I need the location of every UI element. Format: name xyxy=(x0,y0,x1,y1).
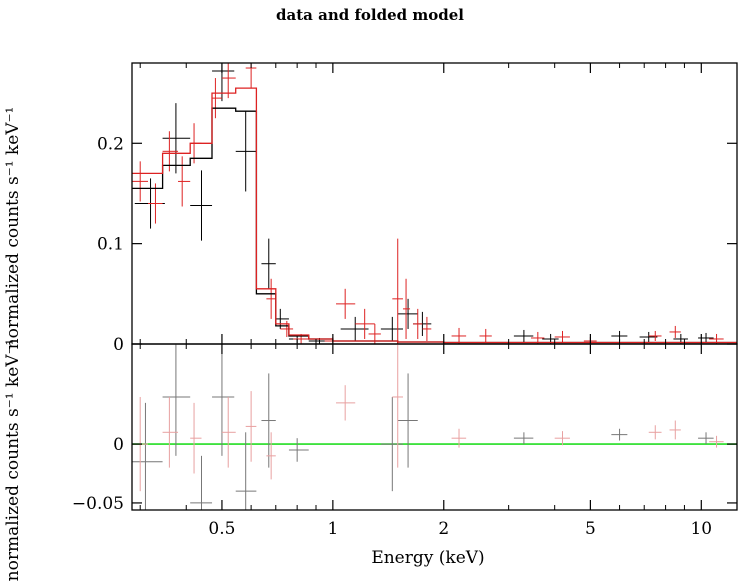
data-point xyxy=(554,330,570,343)
chart-title: data and folded model xyxy=(276,6,464,24)
data-point xyxy=(162,344,191,456)
model-line-2 xyxy=(132,107,737,344)
y-axis-label-top: normalized counts s⁻¹ keV⁻¹ xyxy=(3,107,23,350)
data-point xyxy=(648,330,662,341)
data-point xyxy=(212,344,235,456)
data-point xyxy=(266,432,276,480)
y-axis-label-bottom: normalized counts s⁻¹ keV⁻¹ xyxy=(3,339,23,582)
top-panel: 0 0.1 0.2 xyxy=(97,62,738,355)
y-tick-label: 0 xyxy=(113,335,124,355)
data-point xyxy=(380,396,403,492)
x-tick-label: 5 xyxy=(585,519,596,539)
data-point xyxy=(162,131,179,172)
data-point xyxy=(190,170,213,241)
data-point xyxy=(162,396,179,468)
data-point xyxy=(397,373,418,468)
data-point xyxy=(422,316,432,341)
data-point xyxy=(245,391,257,462)
data-point xyxy=(412,308,423,339)
data-point xyxy=(513,432,534,445)
plot-frame xyxy=(131,343,738,511)
data-point xyxy=(479,328,492,343)
y-tick-label: 0 xyxy=(113,435,124,455)
data-point xyxy=(266,278,276,319)
data-point xyxy=(190,455,213,510)
x-tick-label: 0.5 xyxy=(208,519,235,539)
x-tick-label: 10 xyxy=(690,519,712,539)
data-point xyxy=(336,288,356,319)
data-point xyxy=(178,156,191,207)
data-point xyxy=(451,428,467,448)
data-point xyxy=(402,278,411,339)
data-point xyxy=(639,331,658,342)
data-point xyxy=(288,438,309,462)
data-point xyxy=(162,103,191,174)
data-point xyxy=(221,396,236,468)
data-point xyxy=(261,238,276,289)
data-point xyxy=(221,63,236,99)
data-point xyxy=(261,373,276,468)
data-point xyxy=(235,432,257,510)
data-point xyxy=(554,431,570,446)
y-tick-label: 0.2 xyxy=(97,134,124,154)
data-point xyxy=(698,332,714,343)
data-point xyxy=(669,420,681,440)
data-point xyxy=(669,325,681,338)
data-point xyxy=(392,344,403,468)
plot-frame xyxy=(131,62,738,345)
data-point xyxy=(132,161,149,202)
data-point xyxy=(190,402,202,474)
model-line-3 xyxy=(132,87,737,344)
data-point xyxy=(340,316,369,341)
data-point xyxy=(698,432,714,445)
data-point xyxy=(336,385,356,421)
data-point xyxy=(148,183,163,224)
data-point xyxy=(235,111,257,192)
data-point xyxy=(513,329,534,342)
y-tick-label: 0.1 xyxy=(97,235,124,255)
data-point xyxy=(709,435,724,448)
x-tick-label: 2 xyxy=(438,519,449,539)
data-point xyxy=(355,308,375,339)
data-point xyxy=(212,78,222,119)
data-point xyxy=(132,402,163,510)
x-axis-label: Energy (keV) xyxy=(371,548,484,568)
data-point xyxy=(380,316,403,341)
data-point xyxy=(397,298,418,329)
y-tick-label: −0.05 xyxy=(72,494,124,514)
data-point xyxy=(648,425,662,440)
data-point xyxy=(392,238,403,344)
x-tick-label: 1 xyxy=(327,519,338,539)
axis-labels: normalized counts s⁻¹ keV⁻¹ normalized c… xyxy=(3,107,485,582)
data-point xyxy=(611,428,628,441)
data-point xyxy=(451,327,467,344)
bottom-panel: −0.05 0 0.5 1 2 5 10 xyxy=(72,343,738,539)
